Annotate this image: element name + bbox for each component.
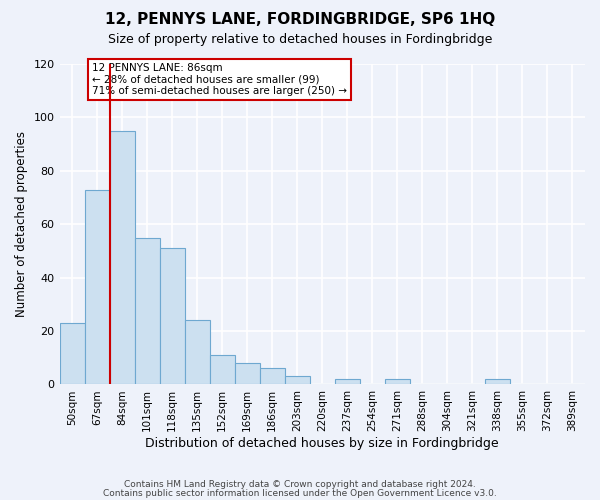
Bar [485,379,510,384]
Bar [385,379,410,384]
X-axis label: Distribution of detached houses by size in Fordingbridge: Distribution of detached houses by size … [145,437,499,450]
Y-axis label: Number of detached properties: Number of detached properties [15,131,28,317]
Bar [335,379,360,384]
Bar [160,248,185,384]
Text: 12 PENNYS LANE: 86sqm
← 28% of detached houses are smaller (99)
71% of semi-deta: 12 PENNYS LANE: 86sqm ← 28% of detached … [92,63,347,96]
Bar [59,323,85,384]
Text: Contains public sector information licensed under the Open Government Licence v3: Contains public sector information licen… [103,488,497,498]
Bar [134,238,160,384]
Bar [285,376,310,384]
Bar [110,131,134,384]
Bar [209,355,235,384]
Text: 12, PENNYS LANE, FORDINGBRIDGE, SP6 1HQ: 12, PENNYS LANE, FORDINGBRIDGE, SP6 1HQ [105,12,495,28]
Bar [185,320,209,384]
Text: Size of property relative to detached houses in Fordingbridge: Size of property relative to detached ho… [108,32,492,46]
Bar [235,363,260,384]
Bar [85,190,110,384]
Bar [260,368,285,384]
Text: Contains HM Land Registry data © Crown copyright and database right 2024.: Contains HM Land Registry data © Crown c… [124,480,476,489]
